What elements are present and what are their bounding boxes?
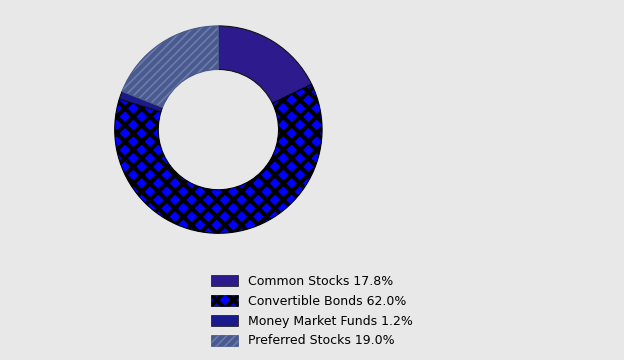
Wedge shape xyxy=(119,91,162,112)
Wedge shape xyxy=(115,84,322,233)
Legend: Common Stocks 17.8%, Convertible Bonds 62.0%, Money Market Funds 1.2%, Preferred: Common Stocks 17.8%, Convertible Bonds 6… xyxy=(205,269,419,354)
Wedge shape xyxy=(218,26,311,103)
Wedge shape xyxy=(122,26,218,108)
